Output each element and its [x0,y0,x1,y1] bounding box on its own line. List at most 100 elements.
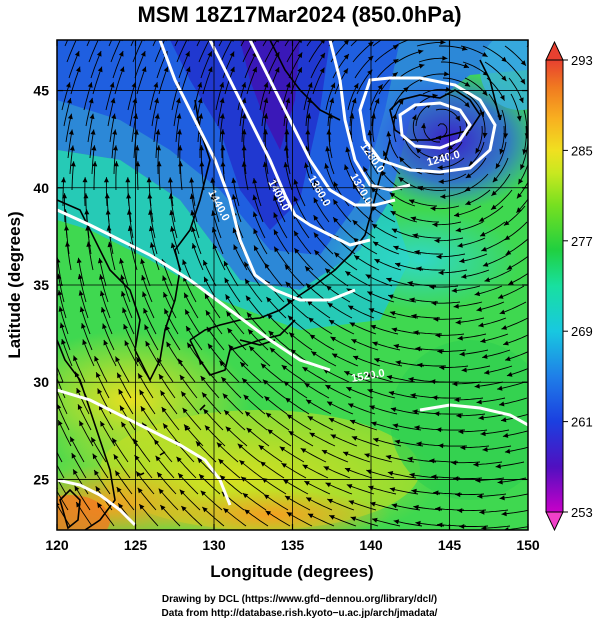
streamline-arrowhead [390,407,397,412]
streamline-arrowhead [327,302,333,308]
streamline-arrowhead [302,464,308,470]
x-tick-label: 140 [359,537,383,553]
streamline-arrowhead [84,209,90,215]
streamline-arrowhead [202,507,208,513]
streamline-arrowhead [121,421,126,428]
streamline-arrowhead [393,343,400,349]
streamline-arrowhead [166,341,172,348]
streamline-arrowhead [148,226,154,232]
streamline-arrowhead [475,147,481,154]
streamline-arrowhead [76,257,82,264]
streamline-arrowhead [207,66,213,73]
streamline-arrowhead [121,291,126,297]
streamline [533,94,541,122]
streamline-arrowhead [394,439,401,445]
streamline-arrowhead [241,129,247,135]
streamline-arrowhead [461,46,468,51]
streamline-arrowhead [386,375,393,380]
streamline-arrowhead [95,486,101,492]
streamline-arrowhead [61,177,66,183]
streamline-arrowhead [371,187,377,193]
streamline-arrowhead [330,82,336,89]
streamline [240,40,245,47]
streamline-arrowhead [323,466,330,471]
streamline-arrowhead [79,306,85,313]
streamline-arrowhead [106,225,112,231]
streamline-arrowhead [52,469,57,475]
streamline-arrowhead [113,145,118,151]
streamline-arrowhead [244,509,250,515]
streamline-arrowhead [101,307,106,313]
streamline-arrowhead [104,193,110,199]
streamline-arrowhead [437,349,443,354]
streamline-arrowhead [349,322,356,327]
streamline-arrowhead [65,241,70,247]
streamline-arrowhead [136,471,142,477]
streamline-arrowhead [156,161,162,167]
streamline-arrowhead [398,99,404,105]
streamline-arrowhead [120,274,125,281]
streamline-arrowhead [464,186,471,191]
streamline-arrowhead [225,294,231,300]
streamline-arrowhead [143,308,148,314]
streamline-arrowhead [263,494,270,500]
streamline-arrowhead [499,309,506,315]
streamline-arrowhead [459,258,465,264]
streamline-arrowhead [305,266,311,272]
x-tick-label: 150 [516,537,540,553]
colorbar-ticks: 293 285 277 269 261 253 [563,53,593,520]
streamline-arrowhead [273,229,279,236]
streamline-arrowhead [306,399,312,405]
streamline-arrowhead [459,524,465,529]
streamline-arrowhead [433,490,439,496]
streamline-arrowhead [476,399,482,405]
streamline-arrowhead [170,242,176,249]
streamline-arrowhead [97,502,103,509]
streamline-arrowhead [499,495,505,501]
streamline-arrowhead [219,113,225,119]
streamline-arrowhead [371,421,377,427]
streamline-arrowhead [482,354,488,359]
streamline-arrowhead [503,220,510,226]
streamline-arrowhead [73,20,78,26]
streamline-arrowhead [389,487,396,492]
streamline-arrowhead [52,355,57,361]
streamline-arrowhead [119,66,125,73]
streamline-arrowhead [103,339,109,346]
streamline-arrowhead [87,82,93,88]
streamline-arrowhead [325,385,331,390]
streamline-arrowhead [132,97,138,104]
streamline-arrowhead [284,495,291,501]
streamline-arrowhead [133,129,139,135]
streamline-arrowhead [95,20,100,26]
streamline-arrowhead [64,225,69,231]
streamline-arrowhead [262,161,268,167]
streamline-arrowhead [89,113,95,120]
streamline-arrowhead [141,275,146,281]
streamline-arrowhead [455,492,461,498]
streamline-arrowhead [437,522,443,528]
streamline-arrowhead [191,243,197,249]
streamline-arrowhead [142,291,147,298]
streamline-arrowhead [189,193,195,200]
streamline-arrowhead [240,362,246,368]
streamline-arrowhead [473,462,479,467]
streamline-arrowhead [97,66,103,73]
streamline-arrowhead [218,458,224,465]
streamline-arrowhead [225,426,232,432]
streamline-arrowhead [456,413,462,419]
streamline-arrowhead [79,420,84,427]
streamline-arrowhead [370,501,376,507]
streamline-arrowhead [233,244,238,251]
streamline-arrowhead [59,322,65,329]
streamline-arrowhead [220,145,226,151]
streamline-arrowhead [482,447,488,452]
streamline-arrowhead [519,97,524,103]
streamline-arrowhead [393,59,399,64]
streamline-arrowhead [329,515,335,520]
streamline-arrowhead [354,255,360,261]
streamline-arrowhead [182,407,188,414]
streamline-arrowhead [353,83,359,89]
streamline-arrowhead [286,414,293,420]
